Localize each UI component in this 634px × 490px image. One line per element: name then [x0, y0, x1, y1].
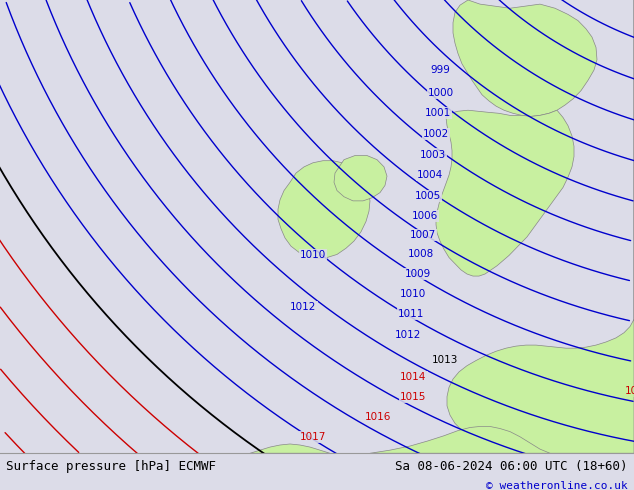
Text: 1013: 1013 [432, 354, 458, 365]
Text: 1001: 1001 [425, 108, 451, 118]
Text: 1012: 1012 [290, 302, 316, 312]
Text: 1005: 1005 [415, 191, 441, 201]
Text: 1003: 1003 [420, 149, 446, 160]
Text: 999: 999 [430, 65, 450, 75]
Text: 1008: 1008 [408, 249, 434, 259]
Text: 101: 101 [625, 387, 634, 396]
Text: 1010: 1010 [400, 289, 426, 298]
Text: 1004: 1004 [417, 170, 443, 180]
Text: Sa 08-06-2024 06:00 UTC (18+60): Sa 08-06-2024 06:00 UTC (18+60) [395, 460, 628, 473]
Polygon shape [453, 0, 597, 117]
Polygon shape [436, 110, 574, 276]
Text: 1011: 1011 [398, 309, 424, 319]
Text: 1006: 1006 [412, 211, 438, 221]
Text: 1012: 1012 [395, 330, 422, 340]
Text: 1007: 1007 [410, 230, 436, 240]
Text: 1009: 1009 [405, 269, 431, 279]
Text: 1015: 1015 [400, 392, 427, 402]
Polygon shape [447, 0, 634, 453]
Text: 1014: 1014 [400, 372, 427, 382]
Text: © weatheronline.co.uk: © weatheronline.co.uk [486, 481, 628, 490]
Polygon shape [334, 155, 387, 201]
Polygon shape [278, 161, 370, 259]
Text: 1016: 1016 [365, 412, 391, 422]
Text: 1000: 1000 [428, 88, 454, 98]
Text: 1010: 1010 [300, 250, 327, 261]
Text: Surface pressure [hPa] ECMWF: Surface pressure [hPa] ECMWF [6, 460, 216, 473]
Text: 1017: 1017 [300, 432, 327, 442]
Polygon shape [370, 426, 550, 453]
Polygon shape [250, 444, 330, 453]
Text: 1002: 1002 [423, 129, 450, 139]
